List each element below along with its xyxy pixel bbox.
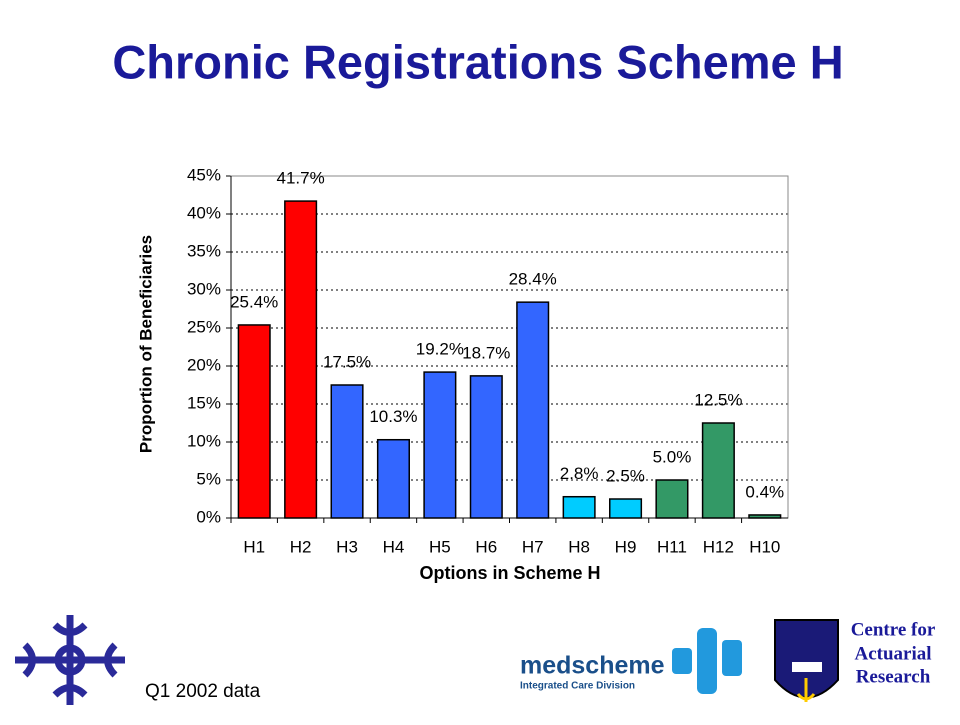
uct-crest bbox=[774, 619, 839, 702]
data-label: 5.0% bbox=[653, 447, 692, 466]
data-label: 2.5% bbox=[606, 466, 645, 485]
medscheme-icon bbox=[672, 628, 742, 694]
x-tick-label: H9 bbox=[615, 537, 637, 556]
x-tick-label: H12 bbox=[703, 537, 734, 556]
data-label: 41.7% bbox=[277, 169, 325, 188]
x-tick-label: H2 bbox=[290, 537, 312, 556]
slide-title: Chronic Registrations Scheme H bbox=[112, 35, 843, 88]
data-label: 10.3% bbox=[369, 407, 417, 426]
bar bbox=[469, 375, 503, 519]
y-tick-label: 40% bbox=[187, 203, 221, 222]
x-tick-label: H5 bbox=[429, 537, 451, 556]
x-tick-label: H10 bbox=[749, 537, 780, 556]
bar bbox=[562, 495, 596, 519]
x-tick-label: H8 bbox=[568, 537, 590, 556]
x-tick-label: H11 bbox=[657, 537, 687, 556]
y-tick-label: 5% bbox=[196, 469, 221, 488]
y-tick-label: 35% bbox=[187, 241, 221, 260]
bar bbox=[701, 422, 735, 519]
centre-line: Centre for bbox=[851, 619, 936, 640]
data-label: 18.7% bbox=[462, 343, 510, 362]
y-axis-label: Proportion of Beneficiaries bbox=[136, 235, 155, 453]
bar bbox=[655, 479, 689, 519]
cross-logo bbox=[15, 615, 125, 705]
y-tick-label: 30% bbox=[187, 279, 221, 298]
centre-line: Actuarial bbox=[854, 643, 931, 664]
data-label: 19.2% bbox=[416, 340, 464, 359]
data-label: 25.4% bbox=[230, 292, 278, 311]
x-tick-label: H4 bbox=[383, 537, 405, 556]
bar bbox=[423, 371, 457, 519]
bar bbox=[376, 438, 410, 519]
data-label: 2.8% bbox=[560, 464, 599, 483]
data-note: Q1 2002 data bbox=[145, 681, 261, 702]
medscheme-logo-text: medscheme bbox=[520, 652, 665, 680]
y-tick-label: 0% bbox=[196, 507, 221, 526]
bar bbox=[748, 514, 782, 519]
y-tick-label: 45% bbox=[187, 165, 221, 184]
data-label: 0.4% bbox=[745, 482, 784, 501]
x-tick-label: H1 bbox=[243, 537, 265, 556]
y-tick-label: 10% bbox=[187, 431, 221, 450]
x-tick-label: H6 bbox=[475, 537, 497, 556]
bar bbox=[237, 324, 271, 519]
data-label: 12.5% bbox=[694, 390, 742, 409]
bar bbox=[609, 498, 643, 519]
centre-line: Research bbox=[856, 666, 931, 687]
y-tick-label: 20% bbox=[187, 355, 221, 374]
y-tick-label: 15% bbox=[187, 393, 221, 412]
x-axis-label: Options in Scheme H bbox=[419, 563, 600, 583]
bar bbox=[516, 301, 550, 519]
x-tick-label: H3 bbox=[336, 537, 358, 556]
bar bbox=[330, 384, 364, 519]
y-tick-label: 25% bbox=[187, 317, 221, 336]
data-label: 17.5% bbox=[323, 352, 371, 371]
medscheme-division: Integrated Care Division bbox=[520, 681, 635, 692]
bar bbox=[284, 200, 318, 519]
x-tick-label: H7 bbox=[522, 537, 544, 556]
data-label: 28.4% bbox=[509, 270, 557, 289]
